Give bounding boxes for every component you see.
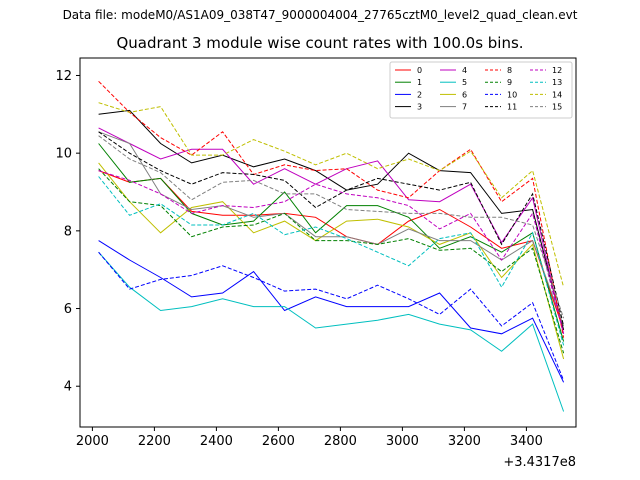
- data-file-label: Data file: modeM0/AS1A09_038T47_90000040…: [62, 8, 578, 22]
- x-tick-label: 3400: [510, 434, 543, 449]
- legend-label-0: 0: [417, 66, 422, 75]
- series-line-6: [98, 162, 565, 360]
- series-line-15: [98, 135, 565, 319]
- series-line-9: [98, 168, 565, 354]
- x-tick-label: 3000: [386, 434, 419, 449]
- x-tick-label: 2400: [200, 434, 233, 449]
- chart-title: Quadrant 3 module wise count rates with …: [116, 34, 524, 52]
- series-line-2: [98, 240, 565, 383]
- series-line-10: [98, 251, 565, 381]
- legend-label-5: 5: [462, 78, 467, 87]
- legend-label-15: 15: [552, 103, 562, 112]
- series-line-11: [98, 131, 565, 327]
- x-tick-label: 2000: [76, 434, 109, 449]
- legend-label-14: 14: [552, 90, 562, 99]
- series-line-4: [98, 127, 565, 334]
- y-tick-label: 10: [55, 147, 72, 162]
- legend-label-13: 13: [552, 78, 562, 87]
- x-tick-label: 3200: [448, 434, 481, 449]
- series-line-0: [98, 170, 565, 331]
- y-tick-label: 6: [64, 302, 72, 317]
- legend-box: [389, 61, 573, 119]
- legend-label-10: 10: [507, 90, 517, 99]
- y-tick-label: 4: [64, 380, 72, 395]
- x-offset-label: +3.4317e8: [503, 455, 576, 470]
- legend-label-7: 7: [462, 103, 467, 112]
- series-line-3: [98, 109, 565, 331]
- plot-frame: [79, 57, 577, 428]
- legend-label-9: 9: [507, 78, 512, 87]
- legend-label-4: 4: [462, 66, 467, 75]
- series-line-1: [98, 143, 565, 342]
- legend-label-11: 11: [507, 103, 517, 112]
- legend-label-3: 3: [417, 103, 422, 112]
- series-line-14: [98, 102, 565, 288]
- series-line-7: [98, 131, 565, 327]
- series-layer: [98, 80, 565, 412]
- x-tick-label: 2800: [324, 434, 357, 449]
- series-line-13: [98, 176, 565, 346]
- legend-label-2: 2: [417, 90, 422, 99]
- series-line-8: [98, 80, 565, 338]
- legend-label-12: 12: [552, 66, 562, 75]
- y-tick-label: 8: [64, 224, 72, 239]
- y-tick-label: 12: [55, 69, 72, 84]
- x-tick-label: 2600: [262, 434, 295, 449]
- series-line-12: [98, 170, 565, 334]
- series-line-5: [98, 251, 565, 412]
- x-tick-label: 2200: [138, 434, 171, 449]
- legend-label-8: 8: [507, 66, 512, 75]
- legend-label-1: 1: [417, 78, 422, 87]
- legend-label-6: 6: [462, 90, 467, 99]
